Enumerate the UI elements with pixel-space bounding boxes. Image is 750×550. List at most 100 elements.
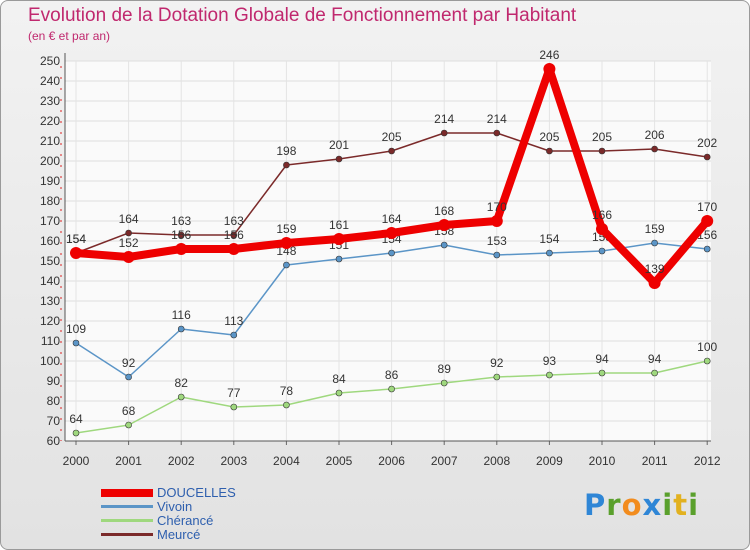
x-tick-label: 2003: [220, 454, 247, 468]
data-label-doucelles: 139: [645, 262, 665, 276]
data-label-meurce: 205: [592, 130, 612, 144]
data-point-doucelles: [227, 243, 240, 255]
data-label-cherance: 93: [543, 354, 557, 368]
data-point-cherance: [125, 421, 132, 429]
data-label-doucelles: 161: [329, 218, 349, 232]
data-point-doucelles: [596, 223, 608, 235]
data-point-cherance: [283, 401, 290, 409]
legend-swatch: [101, 519, 153, 522]
data-point-cherance: [335, 389, 343, 397]
data-point-meurce: [493, 129, 501, 137]
data-point-cherance: [388, 385, 395, 393]
data-label-vivoin: 159: [645, 222, 665, 236]
data-label-vivoin: 153: [487, 234, 507, 248]
data-point-vivoin: [72, 339, 80, 347]
logo-letter: o: [621, 488, 643, 522]
data-point-doucelles: [70, 247, 82, 259]
data-label-cherance: 94: [595, 352, 609, 366]
logo-letter: t: [673, 488, 689, 522]
data-point-doucelles: [280, 237, 293, 249]
data-point-vivoin: [703, 245, 711, 253]
data-label-cherance: 86: [385, 368, 399, 382]
y-tick-label: 230: [40, 94, 60, 108]
y-tick-label: 170: [40, 214, 60, 228]
y-tick-label: 60: [47, 434, 61, 448]
data-point-vivoin: [230, 331, 238, 339]
y-tick-label: 120: [40, 314, 60, 328]
data-label-cherance: 82: [175, 376, 189, 390]
logo-letter: r: [606, 488, 622, 522]
x-tick-label: 2005: [326, 454, 353, 468]
logo-letter: P: [584, 488, 607, 522]
data-point-meurce: [440, 129, 448, 137]
logo-letter: i: [662, 488, 674, 522]
y-tick-label: 200: [40, 154, 60, 168]
data-label-doucelles: 159: [276, 222, 296, 236]
data-label-doucelles: 164: [382, 212, 402, 226]
legend-swatch: [101, 505, 153, 508]
x-tick-label: 2009: [536, 454, 563, 468]
y-tick-label: 130: [40, 294, 60, 308]
data-label-cherance: 89: [438, 362, 452, 376]
x-tick-label: 2008: [483, 454, 510, 468]
data-label-meurce: 164: [119, 212, 139, 226]
data-label-meurce: 205: [539, 130, 559, 144]
proxiti-logo: Proxiti: [584, 488, 699, 522]
data-label-meurce: 214: [487, 112, 507, 126]
data-point-vivoin: [388, 249, 395, 257]
y-tick-label: 80: [47, 394, 61, 408]
data-label-vivoin: 109: [66, 322, 86, 336]
data-label-meurce: 201: [329, 138, 349, 152]
x-tick-label: 2010: [589, 454, 616, 468]
data-point-cherance: [651, 369, 658, 377]
data-point-meurce: [703, 153, 711, 161]
data-point-meurce: [546, 147, 553, 155]
data-label-doucelles: 246: [539, 48, 559, 62]
chart-subtitle: (en € et par an): [28, 29, 111, 43]
x-tick-label: 2006: [378, 454, 405, 468]
data-label-meurce: 163: [171, 214, 191, 228]
x-tick-label: 2007: [431, 454, 458, 468]
y-tick-label: 110: [41, 334, 60, 348]
data-point-cherance: [546, 371, 553, 379]
data-label-meurce: 205: [382, 130, 402, 144]
data-point-doucelles: [701, 215, 714, 227]
y-tick-label: 180: [40, 194, 60, 208]
data-label-vivoin: 116: [172, 308, 191, 322]
x-tick-label: 2012: [694, 454, 721, 468]
data-label-cherance: 84: [332, 372, 346, 386]
data-point-vivoin: [440, 241, 448, 249]
data-point-vivoin: [177, 325, 185, 333]
data-point-doucelles: [333, 233, 345, 245]
data-label-cherance: 77: [227, 386, 241, 400]
data-point-doucelles: [543, 63, 556, 75]
x-tick-label: 2004: [273, 454, 300, 468]
data-point-cherance: [598, 369, 606, 377]
data-point-doucelles: [648, 277, 661, 289]
logo-letter: x: [642, 488, 663, 522]
data-point-cherance: [72, 429, 80, 437]
data-point-meurce: [335, 155, 343, 163]
data-point-cherance: [177, 393, 185, 401]
data-label-meurce: 202: [697, 136, 717, 150]
data-label-meurce: 163: [224, 214, 244, 228]
legend-swatch: [101, 533, 153, 536]
data-point-meurce: [125, 229, 132, 237]
x-tick-label: 2001: [115, 454, 142, 468]
legend-label: Chérancé: [157, 513, 214, 528]
data-point-meurce: [230, 231, 238, 239]
data-label-meurce: 206: [645, 128, 665, 142]
data-point-meurce: [388, 147, 395, 155]
data-point-cherance: [493, 373, 501, 381]
legend-label: DOUCELLES: [157, 485, 236, 500]
y-tick-label: 250: [40, 54, 60, 68]
y-tick-label: 160: [40, 234, 60, 248]
y-tick-label: 140: [40, 274, 60, 288]
data-label-cherance: 100: [697, 340, 717, 354]
data-label-vivoin: 92: [122, 356, 136, 370]
data-label-vivoin: 113: [224, 314, 243, 328]
data-point-doucelles: [490, 215, 503, 227]
legend-label: Vivoin: [157, 499, 193, 514]
